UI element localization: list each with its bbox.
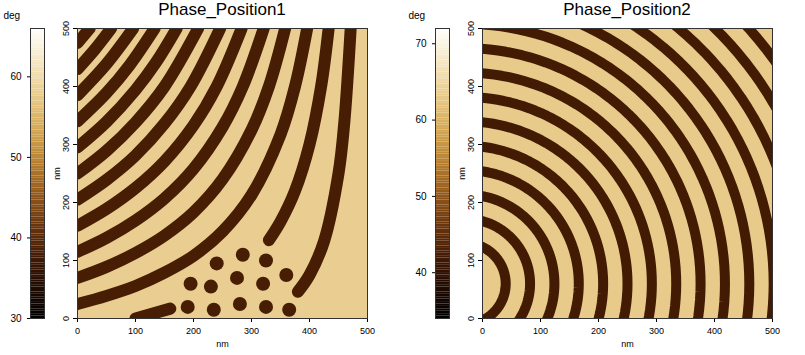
svg-text:200: 200	[591, 326, 606, 336]
svg-text:60: 60	[415, 114, 427, 125]
svg-text:30: 30	[10, 313, 22, 324]
svg-text:nm: nm	[216, 339, 229, 349]
svg-text:200: 200	[61, 195, 71, 210]
svg-text:100: 100	[533, 326, 548, 336]
svg-text:nm: nm	[621, 339, 634, 349]
svg-text:nm: nm	[52, 167, 62, 180]
html-text:Phase_Position1: Phase_Position1	[158, 0, 286, 19]
svg-text:500: 500	[61, 21, 71, 36]
svg-text:200: 200	[186, 326, 201, 336]
svg-text:0: 0	[466, 316, 476, 321]
svg-text:400: 400	[61, 79, 71, 94]
svg-text:nm: nm	[457, 167, 467, 180]
svg-text:300: 300	[61, 137, 71, 152]
svg-text:300: 300	[649, 326, 664, 336]
svg-text:0: 0	[480, 326, 485, 336]
svg-text:500: 500	[466, 21, 476, 36]
svg-text:300: 300	[244, 326, 259, 336]
svg-text:300: 300	[466, 137, 476, 152]
svg-text:50: 50	[415, 191, 427, 202]
svg-text:500: 500	[765, 326, 780, 336]
svg-text:100: 100	[128, 326, 143, 336]
svg-text:deg: deg	[409, 10, 426, 21]
svg-text:100: 100	[466, 253, 476, 268]
svg-text:0: 0	[75, 326, 80, 336]
svg-text:70: 70	[415, 38, 427, 49]
svg-text:400: 400	[466, 79, 476, 94]
svg-text:400: 400	[302, 326, 317, 336]
svg-text:40: 40	[10, 232, 22, 243]
svg-text:100: 100	[61, 253, 71, 268]
svg-text:0: 0	[61, 316, 71, 321]
svg-text:60: 60	[10, 71, 22, 82]
svg-text:40: 40	[415, 267, 427, 278]
svg-text:50: 50	[10, 152, 22, 163]
svg-text:400: 400	[707, 326, 722, 336]
html-text:Phase_Position2: Phase_Position2	[563, 0, 691, 19]
svg-text:500: 500	[360, 326, 375, 336]
svg-text:deg: deg	[4, 10, 21, 21]
svg-text:200: 200	[466, 195, 476, 210]
